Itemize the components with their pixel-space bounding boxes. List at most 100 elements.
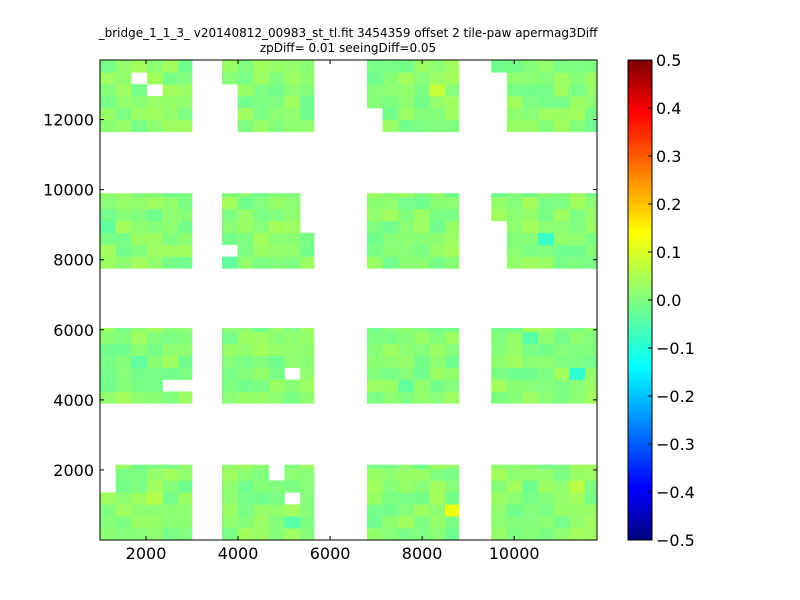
heatmap-cell: [398, 367, 415, 380]
heatmap-cell: [538, 208, 555, 222]
heatmap-cell: [538, 528, 555, 540]
heatmap-cell: [553, 468, 570, 481]
heatmap-cell: [146, 220, 163, 234]
heatmap-cell: [221, 220, 238, 234]
heatmap-cell: [131, 528, 148, 540]
heatmap-cell: [429, 60, 446, 73]
heatmap-cell: [553, 84, 570, 97]
colorbar-tick-label: −0.4: [656, 483, 695, 502]
heatmap-cell: [569, 72, 586, 85]
heatmap-cell: [382, 208, 399, 222]
heatmap-cell: [538, 119, 555, 133]
heatmap-cell: [237, 480, 254, 493]
heatmap-cell: [569, 328, 586, 333]
y-tick-label: 8000: [53, 251, 94, 270]
heatmap-cell: [522, 343, 539, 357]
heatmap-cell: [366, 492, 383, 505]
heatmap-cell: [178, 220, 193, 234]
heatmap-cell: [445, 208, 460, 222]
heatmap-cell: [585, 84, 597, 97]
heatmap-cell: [100, 328, 116, 333]
heatmap-cell: [237, 84, 254, 97]
heatmap-cell: [131, 193, 148, 198]
heatmap-cell: [398, 391, 415, 404]
heatmap-cell: [553, 244, 570, 257]
heatmap-cell: [538, 232, 555, 245]
heatmap-cell: [585, 108, 597, 121]
heatmap-cell: [178, 464, 193, 469]
heatmap-cell: [162, 355, 179, 368]
heatmap-cell: [146, 244, 163, 257]
heatmap-cell: [131, 96, 148, 109]
heatmap-cell: [268, 208, 285, 222]
heatmap-cell: [131, 464, 148, 469]
y-tick-label: 10000: [43, 181, 94, 200]
heatmap-cell: [398, 244, 415, 257]
heatmap-cell: [522, 468, 539, 481]
heatmap-cell: [237, 391, 254, 404]
heatmap-cell: [221, 480, 238, 493]
heatmap-cell: [162, 480, 179, 493]
heatmap-cell: [382, 480, 399, 493]
heatmap-cell: [268, 391, 285, 404]
heatmap-cell: [382, 391, 399, 404]
heatmap-cell: [522, 96, 539, 109]
heatmap-cell: [100, 516, 116, 529]
plot-frame: [99, 59, 598, 541]
heatmap-cell: [506, 355, 523, 368]
heatmap-cell: [429, 391, 446, 404]
heatmap-cell: [284, 468, 301, 481]
heatmap-cell: [553, 379, 570, 392]
heatmap-cell: [162, 119, 179, 133]
heatmap-cell: [100, 72, 116, 85]
heatmap-cell: [300, 60, 315, 73]
heatmap-cell: [569, 355, 586, 368]
heatmap-cell: [221, 196, 238, 210]
heatmap-cell: [162, 108, 179, 121]
heatmap-cell: [506, 108, 523, 121]
heatmap-cell: [491, 60, 508, 73]
heatmap-cell: [585, 244, 597, 257]
heatmap-cell: [413, 220, 430, 234]
heatmap-cell: [585, 528, 597, 540]
heatmap-cell: [429, 504, 446, 517]
heatmap-cell: [221, 468, 238, 481]
heatmap-cell: [253, 244, 270, 257]
heatmap-cell: [100, 232, 116, 245]
heatmap-cell: [237, 379, 254, 392]
heatmap-cell: [221, 208, 238, 222]
heatmap-cell: [268, 232, 285, 245]
heatmap-cell: [506, 72, 523, 85]
heatmap-cell: [506, 196, 523, 210]
heatmap-cell: [366, 367, 383, 380]
heatmap-cell: [382, 108, 399, 121]
heatmap-cell: [522, 391, 539, 404]
heatmap-cell: [445, 220, 460, 234]
heatmap-cell: [253, 516, 270, 529]
heatmap-cell: [146, 468, 163, 481]
heatmap-cell: [553, 196, 570, 210]
heatmap-cell: [522, 232, 539, 245]
heatmap-cell: [538, 391, 555, 404]
heatmap-cell: [585, 96, 597, 109]
heatmap-cell: [522, 464, 539, 469]
heatmap-cell: [115, 504, 132, 517]
heatmap-cell: [253, 343, 270, 357]
heatmap-cell: [382, 119, 399, 133]
heatmap-cell: [268, 196, 285, 210]
heatmap-cell: [429, 84, 446, 97]
heatmap-cell: [506, 84, 523, 97]
heatmap-cell: [237, 528, 254, 540]
heatmap-cell: [366, 232, 383, 245]
heatmap-cell: [585, 208, 597, 222]
heatmap-cell: [398, 464, 415, 469]
heatmap-cell: [429, 516, 446, 529]
heatmap-cell: [398, 516, 415, 529]
heatmap-cell: [284, 256, 301, 269]
heatmap-cell: [237, 72, 254, 85]
heatmap-cell: [115, 468, 132, 481]
heatmap-cell: [221, 355, 238, 368]
heatmap-cell: [538, 464, 555, 469]
heatmap-cell: [569, 256, 586, 269]
